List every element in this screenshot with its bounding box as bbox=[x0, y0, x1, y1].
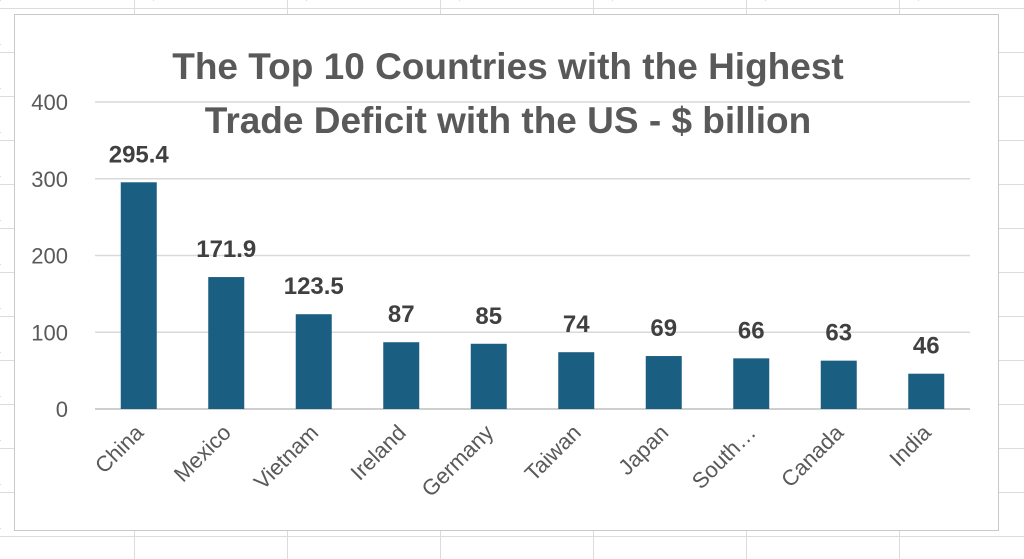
data-label: 295.4 bbox=[109, 141, 170, 168]
x-axis-ticks: China Mexico Vietnam Ireland Germany Taiwan Ja… bbox=[90, 419, 936, 501]
y-tick-label: 300 bbox=[31, 167, 68, 192]
y-tick-label: 400 bbox=[31, 90, 68, 115]
x-tick-label: Canada bbox=[776, 419, 849, 492]
x-tick-label: Vietnam bbox=[249, 420, 323, 494]
y-tick-label: 100 bbox=[31, 320, 68, 345]
bar-mexico[interactable] bbox=[208, 277, 245, 409]
bar-ireland[interactable] bbox=[383, 342, 420, 409]
data-label: 171.9 bbox=[196, 236, 256, 263]
data-labels: 295.4 171.9 123.5 87 85 74 69 66 63 46 bbox=[109, 141, 940, 359]
bar-south[interactable] bbox=[733, 358, 770, 409]
y-axis-ticks: 0 100 200 300 400 bbox=[31, 90, 68, 422]
bar-vietnam[interactable] bbox=[295, 314, 332, 409]
data-label: 66 bbox=[738, 317, 765, 344]
x-tick-label: Taiwan bbox=[520, 420, 586, 486]
bar-india[interactable] bbox=[908, 373, 945, 409]
bar-china[interactable] bbox=[120, 182, 157, 409]
data-label: 123.5 bbox=[284, 273, 344, 300]
data-label: 74 bbox=[563, 311, 590, 338]
y-tick-label: 0 bbox=[56, 397, 68, 422]
data-label: 63 bbox=[825, 320, 852, 347]
x-tick-label: South… bbox=[687, 420, 761, 494]
bars bbox=[120, 182, 945, 409]
chart-frame[interactable] bbox=[14, 14, 999, 531]
y-tick-label: 200 bbox=[31, 244, 68, 269]
bar-canada[interactable] bbox=[820, 360, 857, 409]
x-tick-label: Japan bbox=[613, 420, 673, 480]
bar-japan[interactable] bbox=[645, 356, 682, 409]
data-label: 69 bbox=[650, 315, 677, 342]
x-tick-label: Mexico bbox=[169, 420, 236, 487]
x-tick-label: Germany bbox=[417, 420, 499, 502]
chart-title-line-1: The Top 10 Countries with the Highest bbox=[172, 46, 844, 87]
x-tick-label: Ireland bbox=[346, 420, 411, 485]
x-tick-label: India bbox=[884, 419, 936, 471]
data-label: 85 bbox=[475, 303, 502, 330]
x-tick-label: China bbox=[90, 419, 149, 478]
bar-taiwan[interactable] bbox=[558, 352, 595, 409]
data-label: 46 bbox=[913, 333, 940, 360]
data-label: 87 bbox=[388, 301, 415, 328]
chart-title-line-2: Trade Deficit with the US - $ billion bbox=[205, 100, 811, 141]
bar-germany[interactable] bbox=[470, 343, 507, 409]
